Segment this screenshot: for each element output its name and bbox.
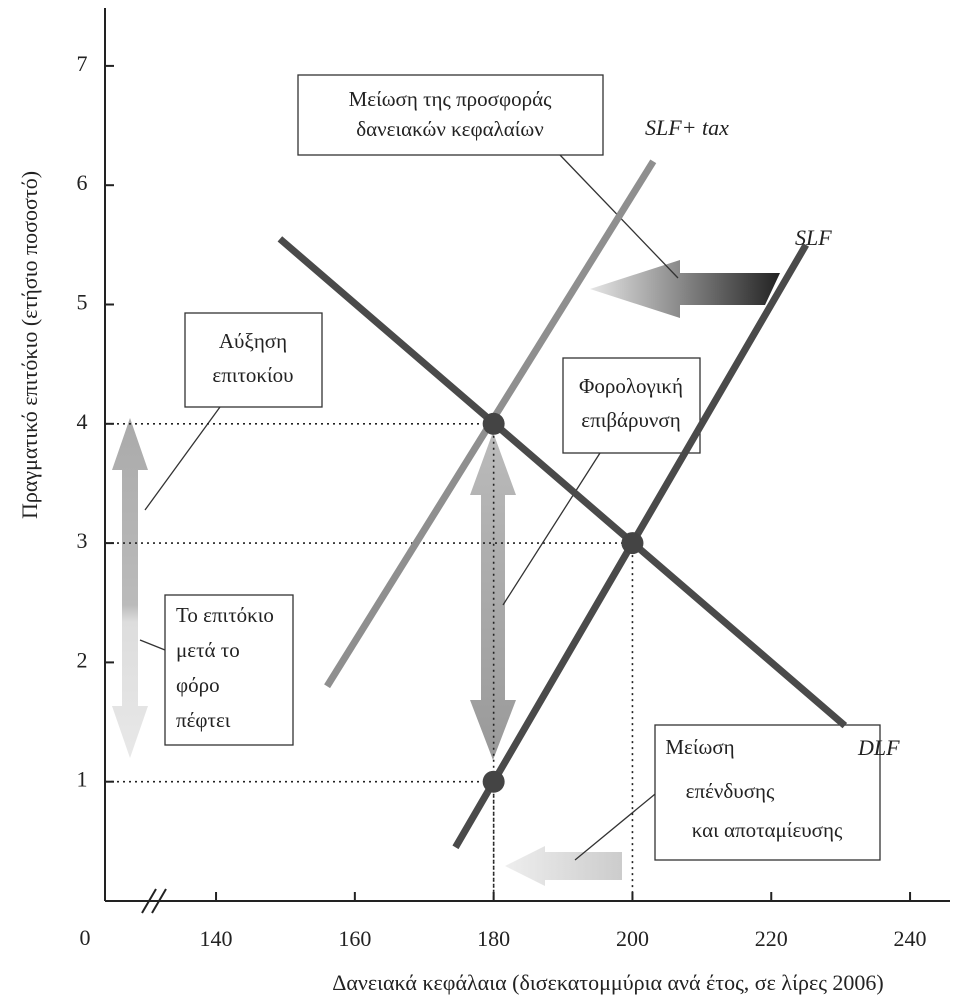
series-label: SLF (795, 225, 832, 250)
series-label: SLF+ tax (645, 115, 729, 140)
annotation-box (297, 74, 604, 156)
axis-break (151, 888, 167, 914)
annotation-text: φόρο (176, 673, 220, 697)
y-tick-label: 4 (77, 409, 88, 434)
leader-line (144, 406, 221, 511)
y-tick-label: 7 (77, 51, 88, 76)
arrows (112, 260, 780, 886)
annotation-text: επιτοκίου (212, 363, 293, 387)
annotation-text: Φορολογική (579, 374, 683, 398)
y-tick-label: 2 (77, 647, 88, 672)
annotation-text: και αποταμίευσης (692, 818, 843, 842)
y-tick-label: 5 (77, 290, 88, 315)
annotation-box (562, 357, 701, 454)
annotation-text: Μείωση (665, 735, 734, 759)
x-tick-label: 160 (338, 926, 371, 951)
y-tick-label: 3 (77, 528, 88, 553)
annotation-box (184, 312, 323, 408)
leader-line (139, 639, 166, 651)
y-axis-label: Πραγματικό επιτόκιο (ετήσιο ποσοστό) (17, 171, 42, 519)
equilibrium-point (482, 412, 505, 435)
axes: 0 Δανειακά κεφάλαια (δισεκατομμύρια ανά … (17, 8, 950, 995)
annotation-text: Το επιτόκιο (176, 603, 274, 627)
axis-break (141, 888, 157, 914)
y-tick-label: 1 (77, 767, 88, 792)
shift-arrow (590, 260, 780, 318)
annotations: Μείωση της προσφοράς δανειακών κεφαλαίων… (139, 74, 881, 861)
x-axis-label: Δανειακά κεφάλαια (δισεκατομμύρια ανά έτ… (332, 970, 884, 995)
origin-label: 0 (80, 925, 91, 950)
annotation-box (654, 724, 881, 861)
x-tick-label: 240 (894, 926, 927, 951)
leader-line (502, 452, 601, 606)
rate-arrow (112, 418, 148, 758)
annotation-box (164, 594, 294, 746)
series-line (277, 236, 848, 729)
x-tick-label: 180 (477, 926, 510, 951)
annotation-text: επένδυσης (686, 779, 775, 803)
equilibrium-point (621, 532, 644, 555)
series-label: DLF (857, 735, 900, 760)
tax-arrow (470, 432, 516, 760)
y-tick-label: 6 (77, 170, 88, 195)
equilibrium-point (482, 770, 505, 793)
annotation-text: μετά το (176, 638, 240, 662)
annotation-text: επιβάρυνση (581, 408, 680, 432)
quantity-arrow (505, 846, 622, 886)
x-tick-label: 200 (616, 926, 649, 951)
annotation-text: δανειακών κεφαλαίων (356, 117, 544, 141)
annotation-text: Μείωση της προσφοράς (349, 87, 553, 111)
x-tick-label: 220 (755, 926, 788, 951)
leader-line (574, 789, 661, 861)
annotation-text: πέφτει (176, 708, 231, 732)
annotation-text: Αύξηση (219, 329, 287, 353)
x-tick-label: 140 (200, 926, 233, 951)
